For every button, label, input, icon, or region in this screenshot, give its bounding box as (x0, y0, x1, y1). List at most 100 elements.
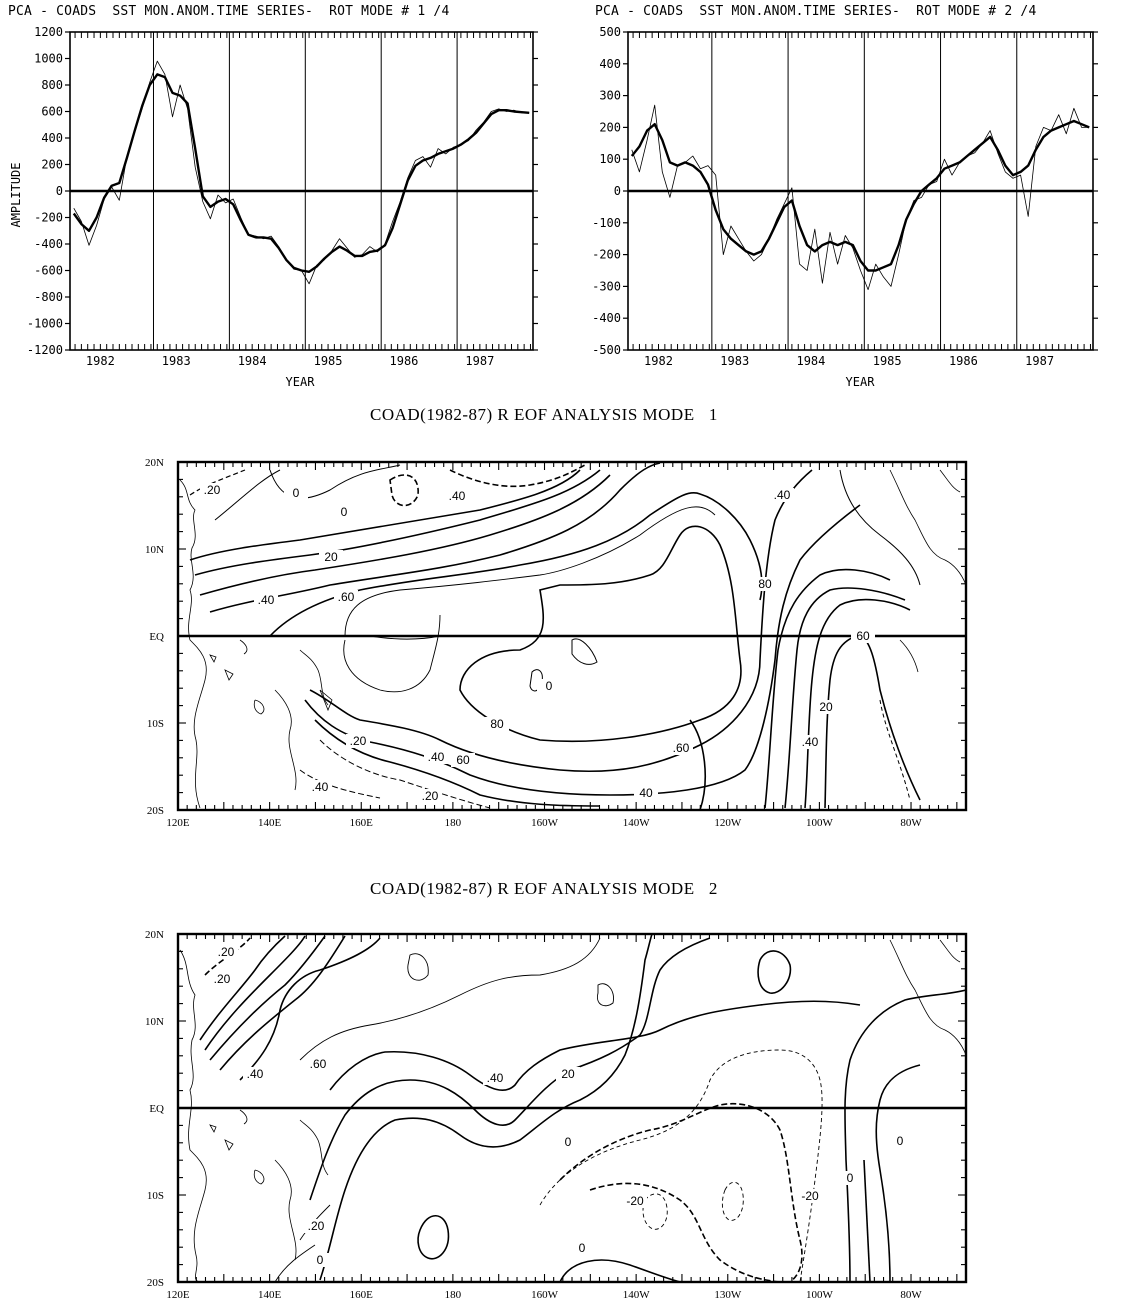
lat-label: EQ (149, 1103, 164, 1115)
map2-contour-u (274, 1204, 331, 1282)
ts1-title: PCA - COADS SST MON.ANOM.TIME SERIES- RO… (8, 4, 450, 19)
y-tick-label: -1000 (27, 317, 63, 331)
contour-label-bg (770, 488, 794, 502)
contour-label-bg (418, 789, 442, 803)
contour-label: .40 (258, 593, 275, 607)
y-tick-label: -300 (592, 279, 621, 293)
map2-contour-j (329, 1000, 861, 1091)
ts2-series-group (630, 104, 1090, 291)
x-tick-label: 1984 (796, 354, 825, 368)
lon-label: 100W (806, 817, 834, 829)
x-tick-label: 1984 (238, 354, 267, 368)
map1-chart: 120E 140E 160E 180 160W 140W 120W 100W 80W 20N 10… (145, 457, 968, 829)
ts1-xlabel: YEAR (286, 375, 316, 389)
y-tick-label: -500 (592, 343, 621, 357)
lon-label: 180 (445, 1289, 462, 1301)
x-tick-label: 1986 (949, 354, 978, 368)
x-tick-label: 1983 (162, 354, 191, 368)
map2-contour-l (319, 934, 653, 1281)
y-tick-label: 800 (41, 78, 63, 92)
map2-contour-b (199, 935, 286, 1041)
map1-lon-axis: 120E 140E 160E 180 160W 140W 120W 100W 80W (166, 462, 967, 829)
contour-label-bg (346, 734, 370, 748)
contour-label: .40 (802, 735, 819, 749)
x-tick-label: 1987 (465, 354, 494, 368)
contour-label: .60 (673, 741, 690, 755)
map2-contour-p (559, 1103, 803, 1282)
y-tick-label: -100 (592, 216, 621, 230)
contour-label: 40 (639, 786, 653, 800)
x-tick-label: 1983 (720, 354, 749, 368)
contour-label: .40 (428, 750, 445, 764)
map2-contour-n (875, 1064, 921, 1282)
smoothed-series-line (72, 73, 530, 273)
lon-label: 120E (166, 817, 190, 829)
map2-coast-americas (889, 939, 966, 1056)
contour-label: 80 (758, 577, 772, 591)
contour-label: .20 (350, 734, 367, 748)
lat-label: 20N (145, 929, 164, 941)
lon-label: 140E (258, 817, 282, 829)
map2-lon-axis: 120E 140E 160E 180 160W 140W 130W 100W 80W (166, 934, 967, 1301)
contour-label-bg (304, 1219, 328, 1233)
map2-contour-g (299, 937, 601, 1061)
map1-contour-v (804, 598, 911, 809)
y-tick-label: -800 (34, 290, 63, 304)
contour-label: 0 (897, 1134, 904, 1148)
y-tick-label: 600 (41, 105, 63, 119)
contour-label-bg (284, 486, 308, 500)
contour-label: .40 (487, 1071, 504, 1085)
map1-contour-j (344, 506, 716, 637)
lat-label: EQ (149, 631, 164, 643)
contour-label-bg (200, 483, 224, 497)
contour-label: .20 (214, 972, 231, 986)
y-tick-label: 1200 (34, 25, 63, 39)
ts1-series-group (72, 60, 530, 285)
lon-label: 180 (445, 817, 462, 829)
lon-label: 140W (623, 1289, 651, 1301)
contour-label: 0 (546, 679, 553, 693)
x-tick-label: 1985 (873, 354, 902, 368)
map2-contour-r (539, 1049, 823, 1282)
smoothed-series-line (630, 119, 1090, 272)
x-tick-label: 1985 (314, 354, 343, 368)
map2-title: COAD(1982-87) R EOF ANALYSIS MODE 2 (370, 879, 718, 898)
map1-contour-o (309, 469, 813, 773)
map2-contour-h (407, 953, 614, 1007)
map1-contour-labels: .20 0 0 .40 .40 20 .60 .40 60 0 80 60 80 .20 20 .40 .60.… (200, 483, 875, 803)
map2-contour-e (219, 935, 346, 1071)
contour-label-bg (556, 1135, 580, 1149)
contour-label: 20 (819, 700, 833, 714)
contour-label: 0 (293, 486, 300, 500)
map1-contour-l (459, 525, 742, 743)
contour-label-bg (570, 1241, 594, 1255)
y-tick-label: 400 (41, 131, 63, 145)
contour-label: .40 (774, 488, 791, 502)
contour-label: 0 (317, 1253, 324, 1267)
y-tick-label: 300 (599, 89, 621, 103)
contour-label-bg (308, 1253, 332, 1267)
map1-contour-k (343, 614, 441, 693)
map1-coast-americas (889, 469, 966, 673)
map2-coast-west (179, 949, 207, 1282)
lat-label: 20N (145, 457, 164, 469)
y-tick-label: 1000 (34, 52, 63, 66)
lat-label: 10S (147, 1190, 164, 1202)
map2-contour-i (757, 950, 792, 994)
map2-contour-d (209, 935, 326, 1061)
map2-contour-c (204, 935, 306, 1051)
contour-label-bg (308, 780, 332, 794)
map1-contour-e (189, 469, 581, 561)
y-tick-label: 0 (614, 184, 621, 198)
contour-label: .20 (422, 789, 439, 803)
map2-contour-v (559, 1259, 681, 1282)
contour-label-bg (537, 679, 561, 693)
map1-contours (179, 462, 966, 810)
contour-label: .20 (204, 483, 221, 497)
y-tick-label: 500 (599, 25, 621, 39)
map1-lat-axis: 20N 10N EQ 10S 20S (145, 457, 966, 817)
contour-label-bg (556, 1067, 580, 1081)
ts1-yaxis: 1200 1000 800 600 400 200 0 -200 -400 -600 -800 -10… (27, 25, 538, 357)
y-tick-label: 100 (599, 152, 621, 166)
contour-label-bg (798, 1189, 822, 1203)
